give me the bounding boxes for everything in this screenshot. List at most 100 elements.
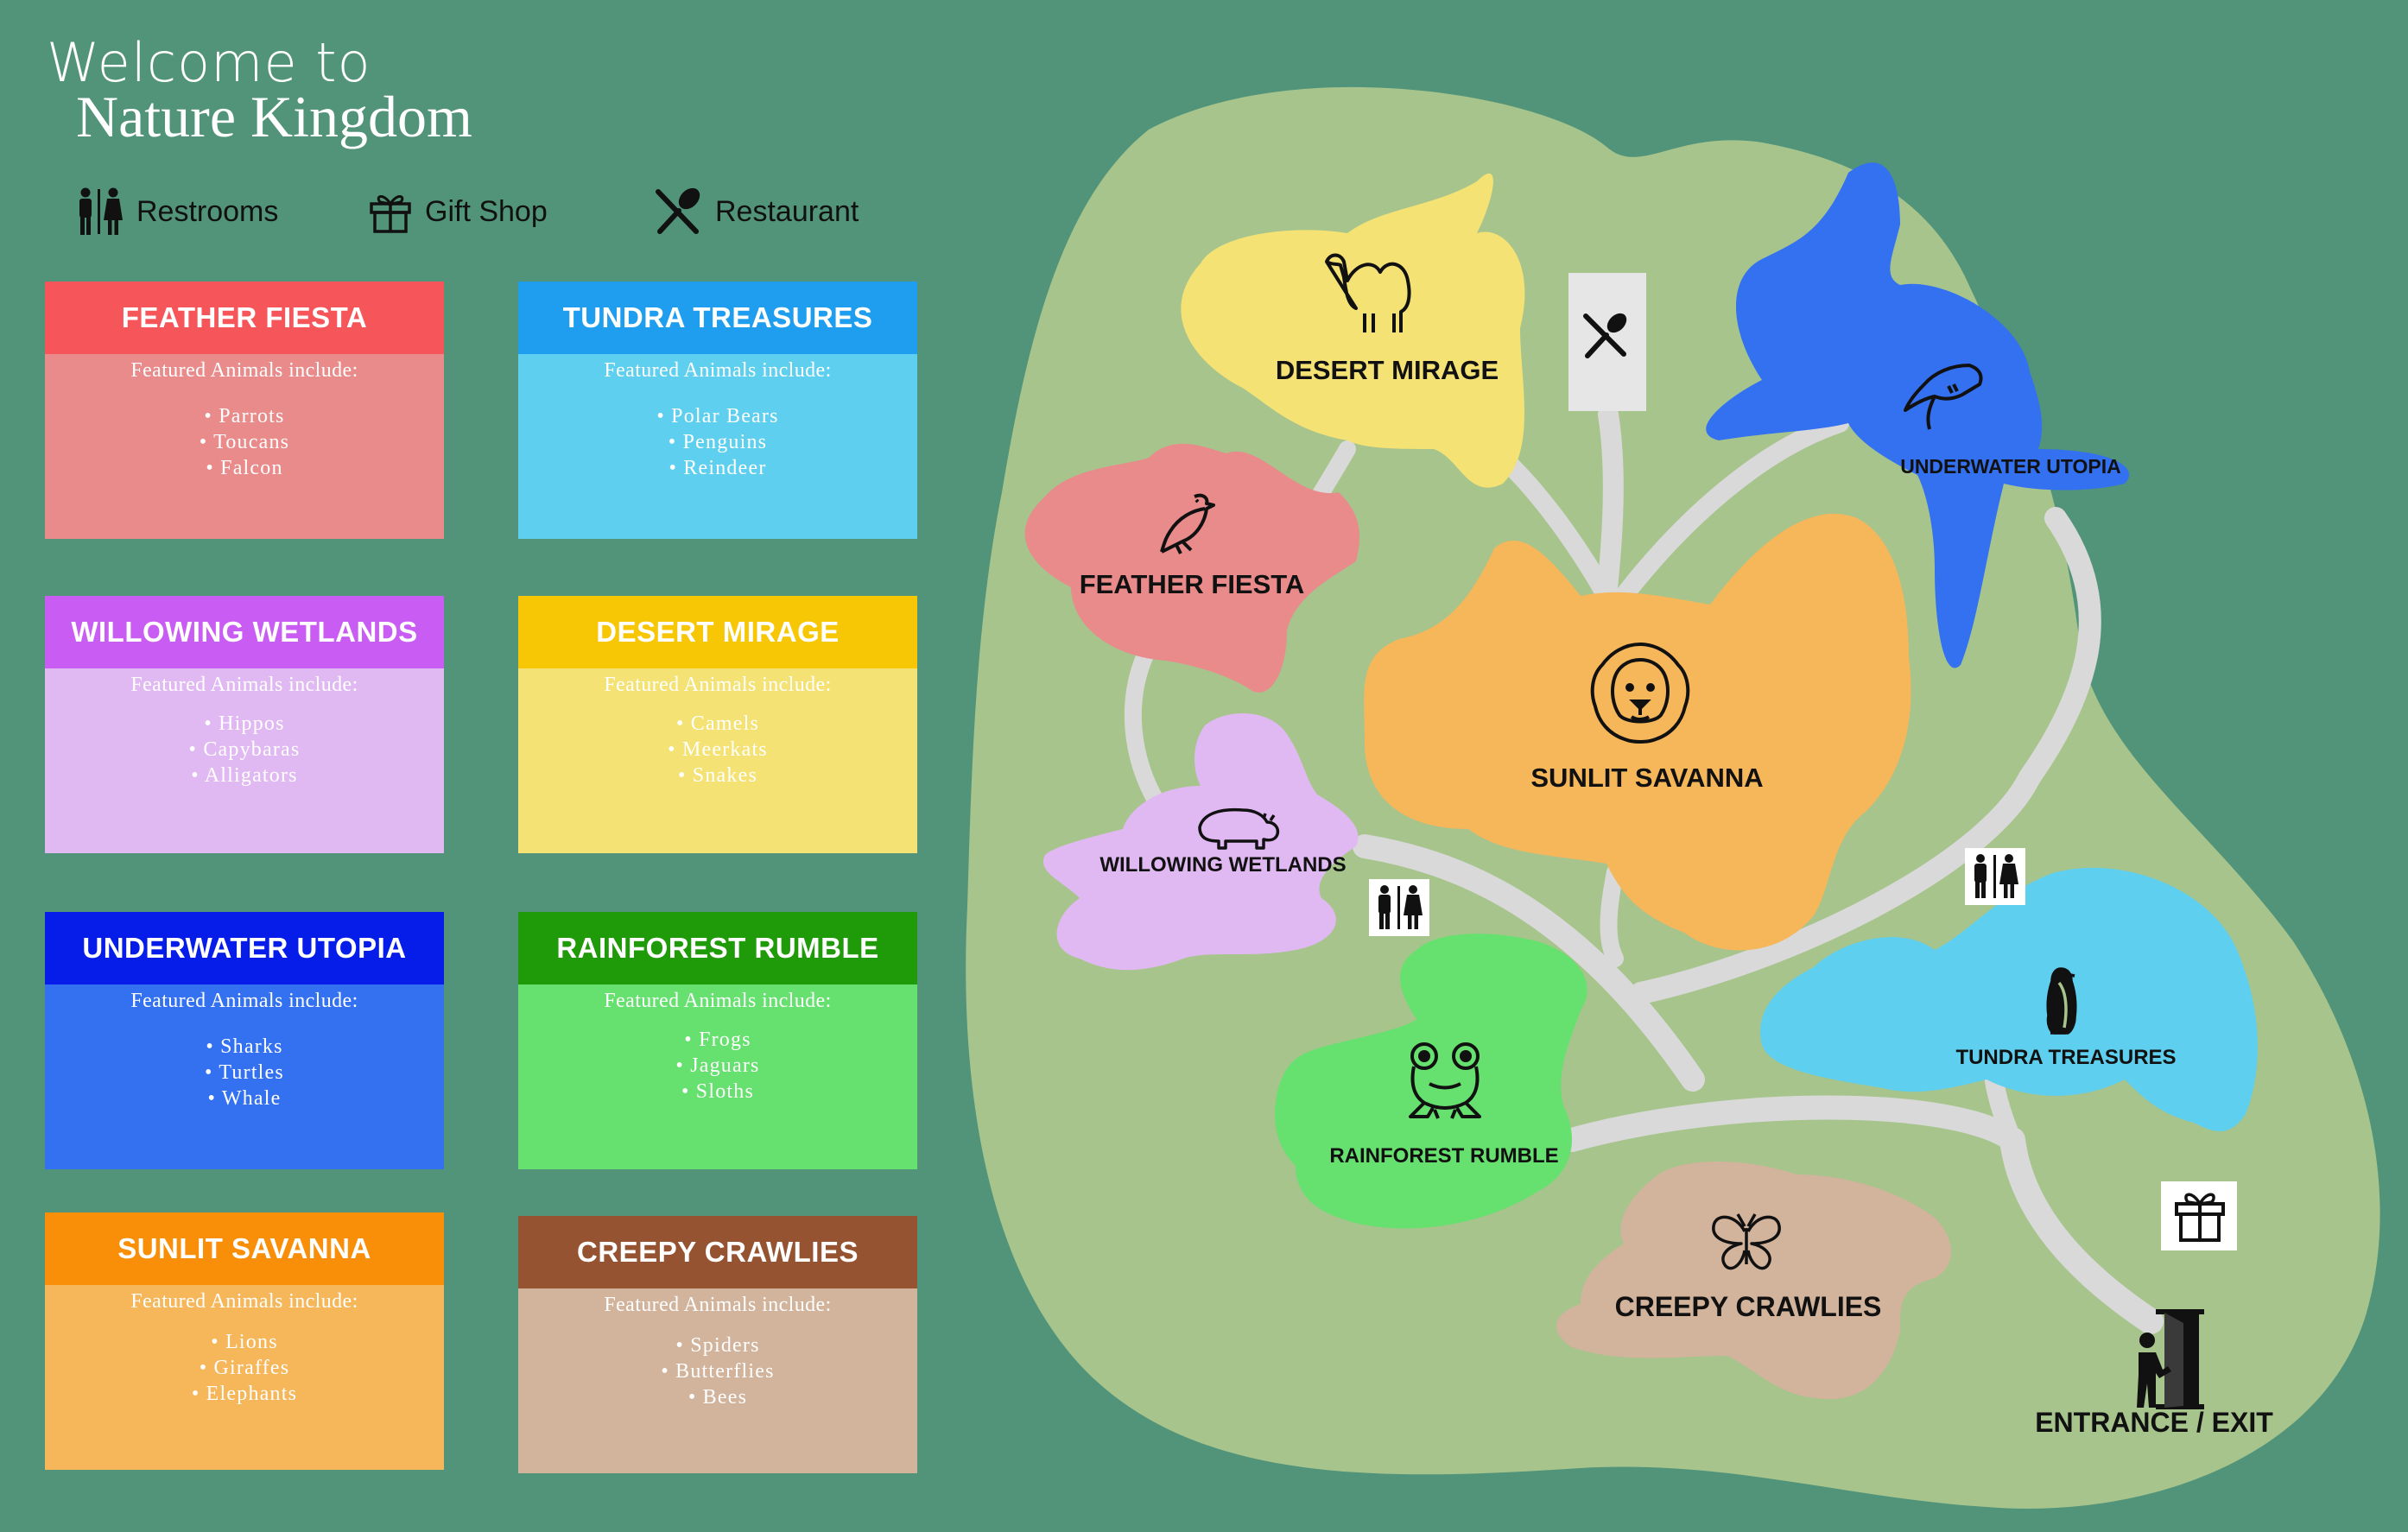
card-intro: Featured Animals include: [130,359,358,382]
animal-item: Reindeer [518,455,917,481]
restroom-icon [74,187,124,236]
card-body: Featured Animals include: Camels Meerkat… [518,668,917,853]
entrance-exit-label: ENTRANCE / EXIT [2035,1407,2273,1438]
card-body: Featured Animals include: Polar Bears Pe… [518,354,917,539]
card-title: TUNDRA TREASURES [518,282,917,354]
card-intro: Featured Animals include: [130,990,358,1012]
legend-gift-shop-label: Gift Shop [425,194,548,228]
card-rainforest-rumble: RAINFOREST RUMBLE Featured Animals inclu… [518,912,917,1169]
card-underwater-utopia: UNDERWATER UTOPIA Featured Animals inclu… [45,912,444,1169]
animal-item: Camels [518,711,917,737]
card-body: Featured Animals include: Parrots Toucan… [45,354,444,539]
card-desert-mirage: DESERT MIRAGE Featured Animals include: … [518,596,917,853]
restroom-icon [1974,854,2018,898]
zone-willowing-wetlands [1043,713,1359,971]
animal-item: Giraffes [45,1355,444,1381]
park-name: Nature Kingdom [76,84,472,149]
camel-icon [1325,253,1411,332]
door-icon [2137,1309,2204,1409]
card-body: Featured Animals include: Lions Giraffes… [45,1285,444,1470]
gift-icon [368,189,413,234]
card-body: Featured Animals include: Sharks Turtles… [45,984,444,1169]
map-label-creepy-crawlies: CREEPY CRAWLIES [1615,1291,1882,1322]
zone-creepy-crawlies [1556,1162,1951,1399]
animal-item: Sharks [45,1034,444,1060]
card-intro: Featured Animals include: [604,359,832,382]
card-title: WILLOWING WETLANDS [45,596,444,668]
animal-list: Lions Giraffes Elephants [45,1329,444,1407]
zone-sunlit-savanna [1364,513,1911,951]
animal-item: Butterflies [518,1358,917,1384]
animal-item: Alligators [45,763,444,788]
card-title: RAINFOREST RUMBLE [518,912,917,984]
animal-list: Parrots Toucans Falcon [45,403,444,481]
restaurant-marker[interactable] [1568,273,1646,411]
animal-item: Penguins [518,429,917,455]
map-label-rainforest-rumble: RAINFOREST RUMBLE [1329,1144,1558,1168]
animal-list: Spiders Butterflies Bees [518,1333,917,1410]
card-intro: Featured Animals include: [604,674,832,696]
butterfly-icon [1712,1213,1781,1270]
gift-icon [2175,1193,2225,1242]
animal-item: Whale [45,1086,444,1111]
map-label-underwater-utopia: UNDERWATER UTOPIA [1900,455,2121,478]
animal-item: Hippos [45,711,444,737]
legend-gift-shop: Gift Shop [368,186,548,237]
card-sunlit-savanna: SUNLIT SAVANNA Featured Animals include:… [45,1212,444,1470]
animal-list: Polar Bears Penguins Reindeer [518,403,917,481]
animal-item: Parrots [45,403,444,429]
animal-item: Meerkats [518,737,917,763]
animal-item: Elephants [45,1381,444,1407]
card-intro: Featured Animals include: [604,1294,832,1316]
map-label-sunlit-savanna: SUNLIT SAVANNA [1530,763,1763,793]
animal-item: Sloths [518,1079,917,1105]
card-willowing-wetlands: WILLOWING WETLANDS Featured Animals incl… [45,596,444,853]
animal-list: Sharks Turtles Whale [45,1034,444,1111]
legend-restaurant-label: Restaurant [715,194,859,228]
animal-item: Spiders [518,1333,917,1358]
card-body: Featured Animals include: Frogs Jaguars … [518,984,917,1169]
walking-paths [1124,404,2164,1334]
restroom-icon [1378,885,1423,929]
zone-feather-fiesta [1024,443,1359,693]
legend-restrooms-label: Restrooms [136,194,279,228]
shark-icon [1904,364,1983,430]
zone-tundra-treasures [1760,867,2258,1131]
map-label-feather-fiesta: FEATHER FIESTA [1080,569,1305,599]
welcome-text: Welcome to [47,31,371,94]
frog-icon [1409,1042,1481,1119]
restroom-marker-west[interactable] [1369,879,1429,936]
map-label-desert-mirage: DESERT MIRAGE [1276,355,1499,385]
animal-list: Camels Meerkats Snakes [518,711,917,788]
animal-item: Frogs [518,1027,917,1053]
animal-item: Lions [45,1329,444,1355]
hippo-icon [1198,807,1280,850]
zone-underwater-utopia [1706,162,2130,668]
animal-item: Polar Bears [518,403,917,429]
map-label-willowing-wetlands: WILLOWING WETLANDS [1099,853,1346,877]
card-body: Featured Animals include: Hippos Capybar… [45,668,444,853]
card-intro: Featured Animals include: [130,1290,358,1313]
animal-item: Toucans [45,429,444,455]
restaurant-icon [1583,313,1627,358]
animal-item: Jaguars [518,1053,917,1079]
restroom-marker-east[interactable] [1965,848,2025,905]
lion-icon [1590,642,1690,744]
gift-shop-marker[interactable] [2161,1181,2237,1250]
card-title: CREEPY CRAWLIES [518,1216,917,1288]
animal-list: Frogs Jaguars Sloths [518,1027,917,1105]
card-creepy-crawlies: CREEPY CRAWLIES Featured Animals include… [518,1216,917,1473]
card-title: FEATHER FIESTA [45,282,444,354]
animal-item: Capybaras [45,737,444,763]
animal-item: Snakes [518,763,917,788]
bird-icon [1160,493,1215,554]
animal-item: Bees [518,1384,917,1410]
legend-restrooms: Restrooms [74,186,278,237]
animal-item: Turtles [45,1060,444,1086]
card-intro: Featured Animals include: [130,674,358,696]
zone-desert-mirage [1181,173,1525,488]
entrance-exit-marker[interactable]: ENTRANCE / EXIT [2035,1309,2273,1438]
card-intro: Featured Animals include: [604,990,832,1012]
animal-item: Falcon [45,455,444,481]
